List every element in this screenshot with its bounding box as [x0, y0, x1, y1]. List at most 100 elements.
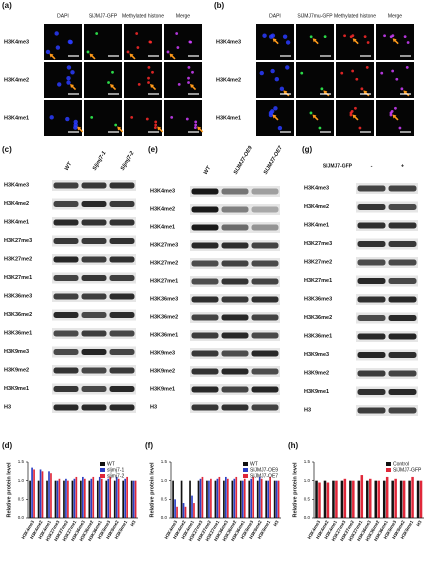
cell-signal — [135, 32, 139, 35]
bar — [273, 480, 276, 518]
band — [191, 350, 219, 357]
bar — [189, 480, 191, 518]
band — [191, 242, 219, 249]
cell-signal — [137, 83, 141, 86]
band — [81, 293, 107, 300]
bar — [235, 476, 238, 518]
bar — [250, 478, 253, 518]
band — [109, 312, 135, 318]
arrow-head — [89, 53, 94, 58]
cell-signal — [154, 120, 158, 124]
bar — [71, 480, 74, 518]
band — [109, 293, 135, 300]
bar — [100, 478, 103, 518]
band — [109, 256, 135, 263]
bar — [275, 480, 278, 518]
cell-signal — [390, 109, 394, 113]
cell-signal — [187, 81, 190, 84]
panel-label: (f) — [145, 441, 153, 450]
band — [53, 201, 79, 207]
bar — [113, 480, 116, 518]
band — [388, 296, 417, 303]
cell-signal — [273, 106, 278, 111]
column-header: Merge — [388, 13, 402, 19]
band — [221, 350, 249, 357]
arrow-head — [312, 114, 317, 119]
band — [357, 407, 386, 414]
band — [251, 350, 279, 357]
legend-swatch — [100, 462, 105, 466]
y-tick-label: 0.0 — [161, 515, 168, 520]
bar — [31, 467, 33, 518]
row-label: H3K4me1 — [304, 222, 329, 228]
column-header: Methylated histone — [122, 13, 164, 19]
column-header: Methylated histone — [334, 13, 376, 19]
row-label: H3 — [304, 407, 311, 413]
row-label: H3K9me3 — [4, 349, 29, 355]
bar — [267, 480, 269, 518]
row-label: H3K27me2 — [150, 260, 178, 266]
band — [388, 370, 417, 377]
cell-signal — [73, 125, 78, 130]
bar — [80, 480, 82, 518]
panel-label: (d) — [2, 441, 13, 450]
row-label: H3K9me2 — [4, 367, 29, 373]
band — [388, 333, 417, 340]
cell-signal — [318, 126, 322, 130]
cell-signal — [66, 75, 71, 81]
band — [191, 314, 219, 321]
bar — [176, 506, 178, 518]
band — [388, 352, 417, 358]
y-tick-label: 0.0 — [18, 515, 25, 520]
cell-signal — [55, 45, 61, 50]
band — [109, 219, 135, 226]
micrograph — [84, 62, 122, 98]
bar — [349, 480, 352, 518]
row-label: H3K27me3 — [150, 242, 178, 248]
bar — [214, 480, 217, 518]
row-label: H3 — [150, 404, 157, 410]
bar — [73, 478, 76, 518]
legend-label: sljmj7-1 — [107, 467, 124, 473]
band — [81, 386, 107, 392]
cell-signal — [153, 126, 157, 130]
row-label: H3K36me3 — [150, 296, 178, 302]
lane-label: WT — [203, 165, 213, 176]
band — [109, 275, 135, 281]
band — [191, 368, 219, 375]
band — [388, 241, 417, 247]
legend-swatch — [243, 468, 248, 472]
row-label: H3K4me1 — [150, 224, 175, 230]
arrow-head — [392, 114, 397, 119]
bar — [130, 480, 133, 518]
bar — [39, 469, 42, 518]
arrow-head — [197, 126, 202, 131]
band — [109, 330, 135, 337]
bar — [252, 476, 255, 518]
arrow-head — [77, 126, 82, 131]
bar — [258, 476, 261, 518]
band — [53, 219, 79, 226]
blot-strip — [356, 349, 418, 361]
band — [191, 206, 219, 213]
y-tick-label: 1.0 — [18, 478, 25, 483]
band — [81, 349, 107, 355]
arrow-head — [117, 126, 122, 131]
band — [81, 404, 107, 411]
cell-signal — [358, 126, 362, 130]
arrow-head — [363, 90, 368, 95]
y-tick-label: 1.0 — [304, 478, 311, 483]
cell-signal — [270, 33, 276, 38]
bar — [122, 480, 125, 518]
bar — [360, 475, 364, 518]
row-label: H3K4me2 — [4, 201, 29, 207]
band — [53, 238, 79, 244]
row-label: H3K27me3 — [304, 241, 332, 247]
bar — [88, 480, 91, 518]
cell-signal — [107, 81, 110, 84]
row-label: H3K9me1 — [304, 389, 329, 395]
bar — [105, 480, 108, 518]
bar — [115, 476, 118, 518]
cell-signal — [187, 76, 190, 80]
bar — [269, 476, 271, 518]
